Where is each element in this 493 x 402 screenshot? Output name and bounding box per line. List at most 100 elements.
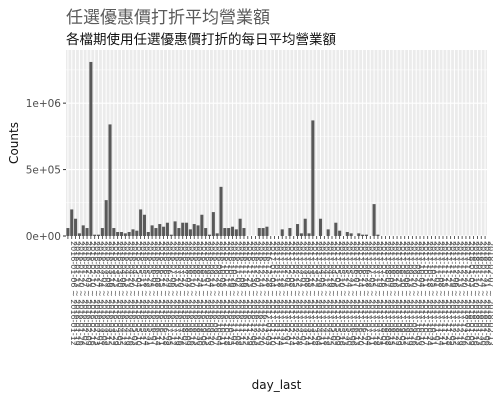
x-tick-label: 2017-09-27 ~ 2017-10-03 bbox=[413, 241, 422, 346]
x-tick-label: 2017-05-03 ~ 2017-05-09 bbox=[333, 241, 342, 346]
bar bbox=[173, 221, 177, 236]
x-tick-label: 2016-04-13 ~ 2016-04-19 bbox=[122, 241, 131, 346]
x-tick-label: 2017-07-05 ~ 2017-07-11 bbox=[367, 241, 376, 346]
x-tick-label: 2016-06-22 ~ 2016-06-28 bbox=[161, 241, 170, 346]
bar bbox=[81, 225, 85, 236]
x-tick-label: 2016-09-07 ~ 2016-09-13 bbox=[203, 241, 212, 346]
x-tick-label: 2016-05-11 ~ 2016-05-17 bbox=[138, 241, 147, 346]
bar bbox=[142, 214, 146, 236]
x-tick-label: 2016-07-06 ~ 2016-07-12 bbox=[168, 241, 177, 346]
plot-panel bbox=[66, 50, 487, 236]
bar bbox=[70, 209, 74, 236]
x-tick-label: 2017-08-16 ~ 2017-08-22 bbox=[390, 241, 399, 346]
bar bbox=[338, 230, 342, 236]
x-tick-label: 2017-04-05 ~ 2017-04-11 bbox=[318, 241, 327, 346]
chart-subtitle: 各檔期使用任選優惠價打折的每日平均營業額 bbox=[66, 31, 336, 48]
bar bbox=[162, 226, 166, 236]
x-tick-label: 2017-02-01 ~ 2017-02-07 bbox=[283, 241, 292, 346]
x-tick-label: 2017-10-11 ~ 2017-10-17 bbox=[421, 241, 430, 346]
x-tick-label: 2017-09-06 ~ 2017-09-12 bbox=[402, 241, 411, 346]
bar bbox=[139, 209, 143, 236]
x-tick-label: 2016-03-09 ~ 2016-03-15 bbox=[103, 241, 112, 346]
bar bbox=[219, 186, 223, 236]
bar bbox=[211, 212, 215, 236]
bar bbox=[242, 228, 246, 236]
x-tick-label: 2017-05-10 ~ 2017-05-16 bbox=[337, 241, 346, 346]
x-tick-label: 2016-11-16 ~ 2016-11-22 bbox=[241, 241, 250, 346]
bar bbox=[215, 233, 219, 236]
x-tick-label: 2017-10-25 ~ 2017-10-31 bbox=[429, 241, 438, 346]
x-tick-label: 2016-05-25 ~ 2016-05-31 bbox=[145, 241, 154, 346]
x-tick-label: 2017-06-14 ~ 2017-06-20 bbox=[356, 241, 365, 346]
bar bbox=[227, 228, 231, 236]
x-tick-label: 2017-03-01 ~ 2017-03-07 bbox=[299, 241, 308, 346]
x-tick-label: 2018-01-24 ~ 2018-01-30 bbox=[478, 241, 487, 346]
x-tick-label: 2017-11-22 ~ 2017-11-28 bbox=[444, 241, 453, 346]
x-tick-label: 2017-04-26 ~ 2017-05-02 bbox=[329, 241, 338, 346]
bar bbox=[127, 232, 131, 236]
bar bbox=[89, 61, 93, 237]
x-tick-label: 2016-06-15 ~ 2016-06-21 bbox=[157, 241, 166, 346]
x-tick-label: 2016-01-27 ~ 2016-02-02 bbox=[80, 241, 89, 346]
x-tick-label: 2016-02-17 ~ 2016-02-23 bbox=[92, 241, 101, 346]
x-tick-label: 2018-02-07 ~ 2018-02-13 bbox=[486, 241, 493, 346]
x-tick-label: 2016-02-24 ~ 2016-03-01 bbox=[96, 241, 105, 346]
x-tick-label: 2017-03-22 ~ 2017-03-28 bbox=[310, 241, 319, 346]
bars bbox=[66, 61, 380, 237]
bar bbox=[185, 222, 189, 236]
bar bbox=[349, 233, 353, 236]
x-tick-label: 2016-10-26 ~ 2016-11-01 bbox=[230, 241, 239, 346]
bar bbox=[364, 234, 368, 236]
x-tick-label: 2017-01-11 ~ 2017-01-17 bbox=[272, 241, 281, 346]
x-tick-label: 2017-11-08 ~ 2017-11-14 bbox=[436, 241, 445, 346]
x-tick-label: 2016-08-03 ~ 2016-08-09 bbox=[184, 241, 193, 346]
x-tick-label: 2017-06-21 ~ 2017-06-27 bbox=[360, 241, 369, 346]
x-tick-label: 2016-10-19 ~ 2016-10-25 bbox=[226, 241, 235, 346]
x-tick-label: 2017-12-27 ~ 2018-01-02 bbox=[463, 241, 472, 346]
bar bbox=[296, 224, 300, 236]
bar bbox=[345, 232, 349, 236]
bar bbox=[234, 229, 238, 236]
x-tick-label: 2016-11-23 ~ 2016-11-29 bbox=[245, 241, 254, 346]
bar bbox=[100, 228, 104, 236]
x-tick-label: 2017-03-29 ~ 2017-04-04 bbox=[314, 241, 323, 346]
bar bbox=[230, 226, 235, 236]
x-tick-label: 2016-03-16 ~ 2016-03-22 bbox=[107, 241, 116, 346]
y-tick-label: 0e+00 bbox=[26, 231, 61, 243]
x-tick-label: 2017-08-23 ~ 2017-08-29 bbox=[394, 241, 403, 346]
x-tick-label: 2016-04-20 ~ 2016-04-26 bbox=[126, 241, 135, 346]
x-tick-label: 2018-01-03 ~ 2018-01-09 bbox=[467, 241, 476, 346]
chart-title: 任選優惠價打折平均營業額 bbox=[66, 8, 270, 28]
x-tick-label: 2016-08-24 ~ 2016-08-30 bbox=[195, 241, 204, 346]
bar bbox=[74, 218, 78, 236]
x-tick-label: 2016-06-01 ~ 2016-06-07 bbox=[149, 241, 158, 346]
bar bbox=[66, 228, 70, 236]
bar bbox=[238, 218, 242, 236]
bar bbox=[257, 228, 261, 236]
x-tick-label: 2016-04-27 ~ 2016-05-03 bbox=[130, 241, 139, 346]
x-tick-label: 2016-08-31 ~ 2016-09-06 bbox=[199, 241, 208, 346]
x-tick-label: 2016-10-12 ~ 2016-10-18 bbox=[222, 241, 231, 346]
x-tick-label: 2017-11-01 ~ 2017-11-07 bbox=[433, 241, 442, 346]
x-tick-label: 2016-02-03 ~ 2016-02-09 bbox=[84, 241, 93, 346]
bar bbox=[280, 229, 284, 236]
x-tick-label: 2016-08-17 ~ 2016-08-23 bbox=[191, 241, 200, 346]
bar bbox=[146, 232, 150, 236]
bar bbox=[200, 214, 204, 236]
bar bbox=[303, 218, 307, 236]
x-tick-label: 2016-12-28 ~ 2017-01-03 bbox=[264, 241, 273, 346]
x-tick-label: 2016-07-20 ~ 2016-07-26 bbox=[176, 241, 185, 346]
x-tick-label: 2017-09-20 ~ 2017-09-26 bbox=[410, 241, 419, 346]
x-tick-label: 2017-09-13 ~ 2017-09-19 bbox=[406, 241, 415, 346]
x-tick-label: 2016-08-10 ~ 2016-08-16 bbox=[188, 241, 197, 346]
x-tick-label: 2016-03-23 ~ 2016-03-29 bbox=[111, 241, 120, 346]
x-tick-label: 2016-06-08 ~ 2016-06-14 bbox=[153, 241, 162, 346]
x-tick-label: 2016-01-13 ~ 2016-01-19 bbox=[73, 241, 82, 346]
x-tick-label: 2017-12-13 ~ 2017-12-19 bbox=[455, 241, 464, 346]
x-tick-label: 2017-03-08 ~ 2017-03-14 bbox=[302, 241, 311, 346]
x-tick-label: 2017-07-26 ~ 2017-08-01 bbox=[379, 241, 388, 346]
bar bbox=[318, 218, 323, 236]
bar bbox=[188, 229, 192, 236]
x-tick-label: 2016-11-30 ~ 2016-12-06 bbox=[249, 241, 258, 346]
